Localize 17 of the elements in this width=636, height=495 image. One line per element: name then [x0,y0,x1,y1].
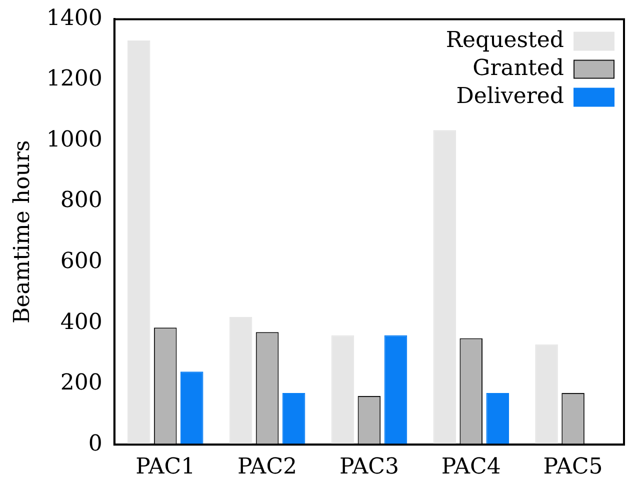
y-tick-label: 400 [60,310,102,335]
x-tick-label: PAC4 [441,454,501,480]
legend-label: Delivered [456,84,564,109]
x-tick-label: PAC2 [238,454,298,480]
x-tick-label: PAC1 [136,454,196,480]
y-tick-label: 0 [88,431,102,456]
x-tick-label: PAC5 [543,454,603,480]
legend-label: Granted [472,56,564,81]
y-tick-label: 1400 [46,6,102,31]
y-tick-label: 1000 [46,127,102,152]
y-tick-label: 200 [60,370,102,396]
x-tick-label: PAC3 [339,454,399,480]
y-tick-label: 600 [60,249,102,274]
legend-label: Requested [446,28,564,53]
y-axis-title: Beamtime hours [10,140,35,324]
y-tick-label: 800 [60,188,102,214]
y-tick-label: 1200 [46,66,102,92]
